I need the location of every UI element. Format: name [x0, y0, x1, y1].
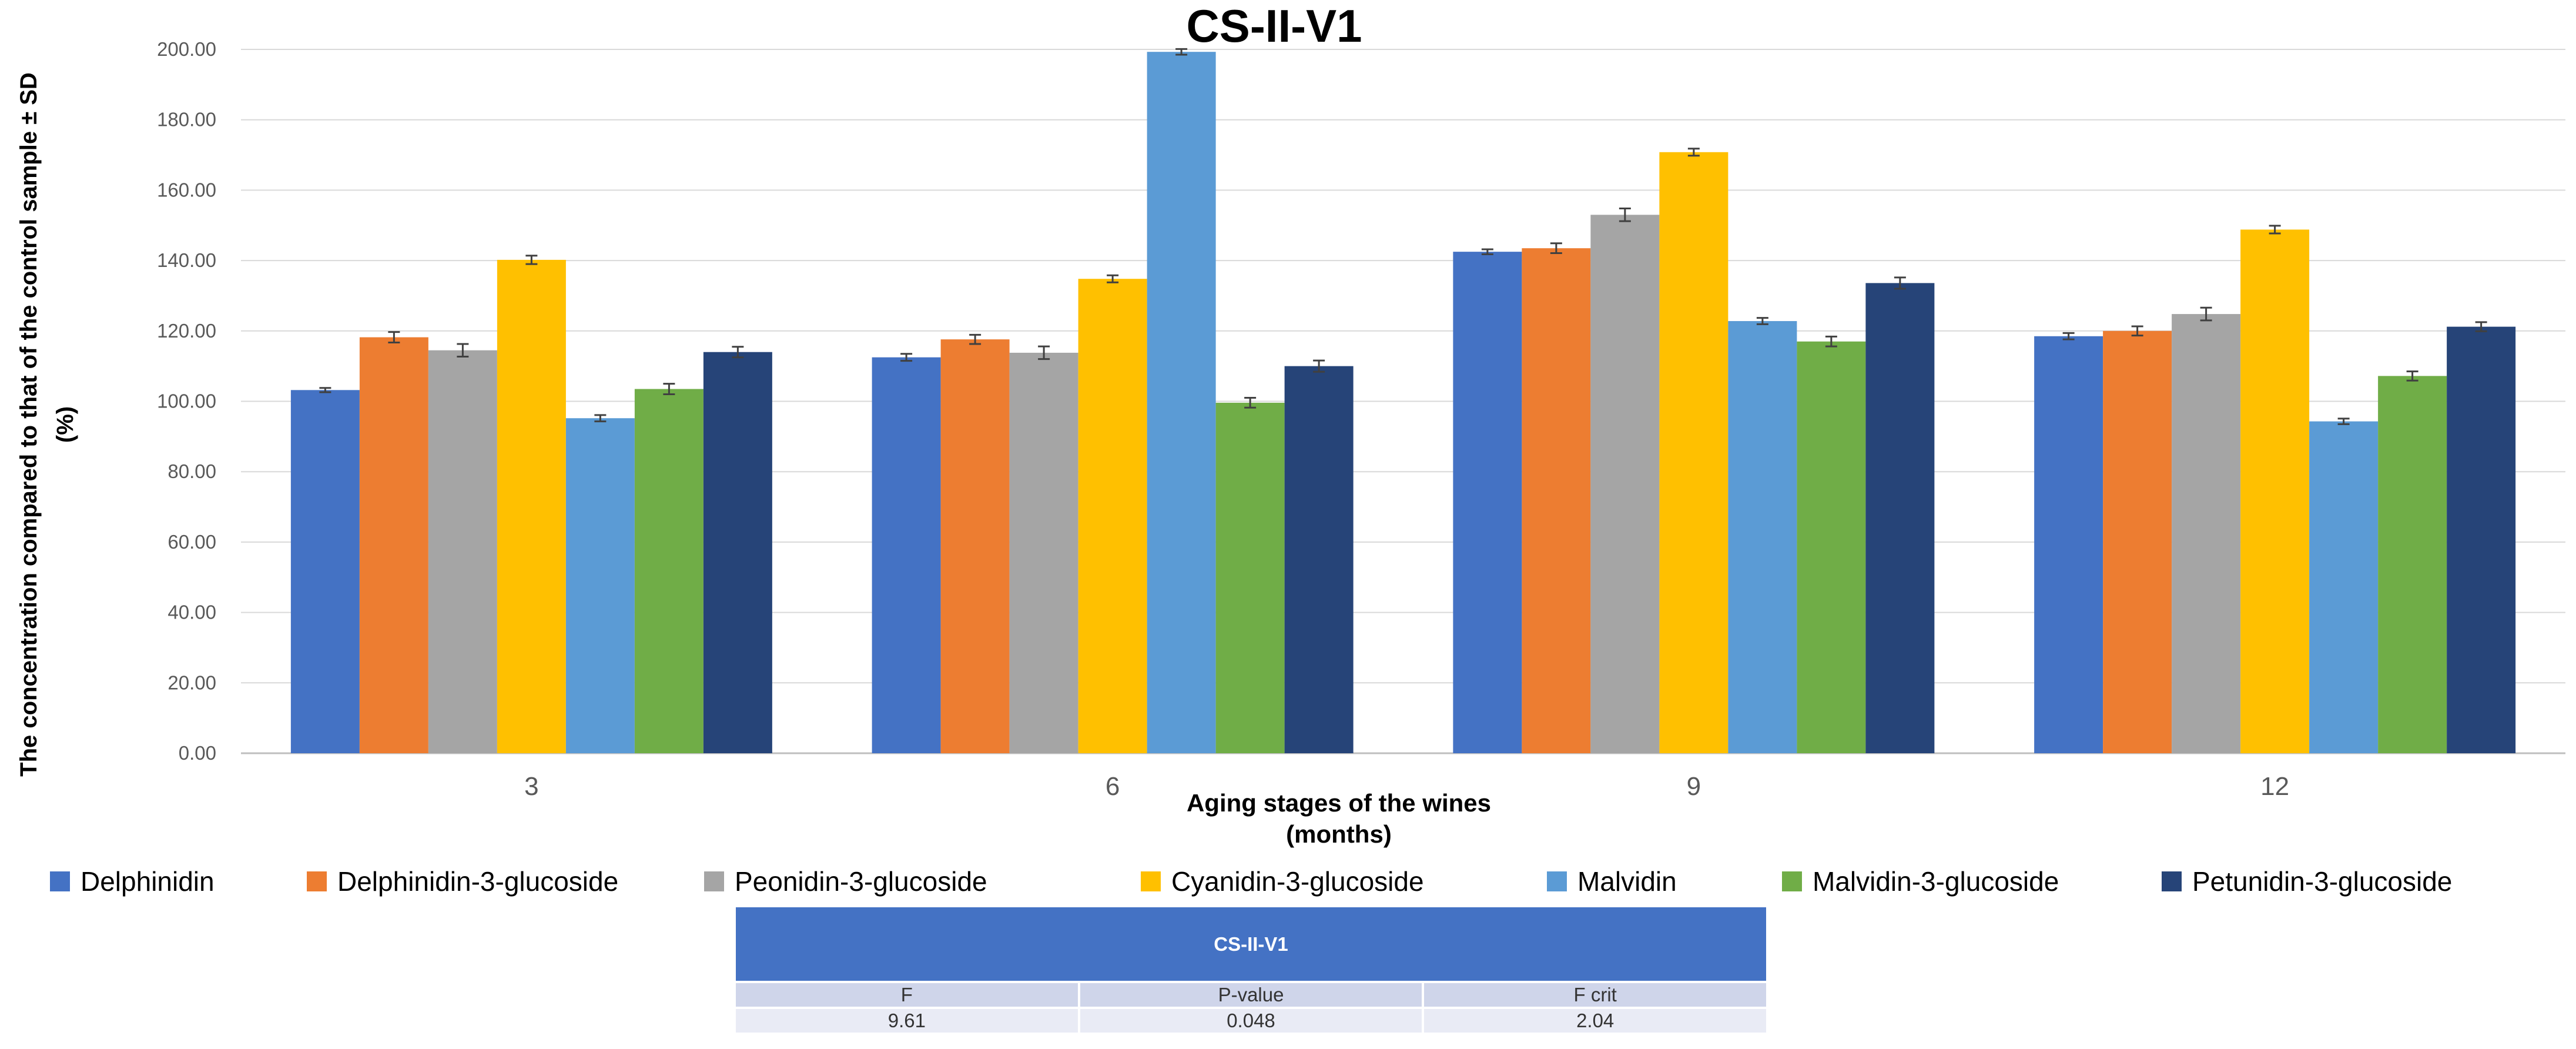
bar-delphinidin-3 [290, 390, 360, 753]
x-tick-label: 6 [1106, 772, 1120, 801]
y-axis-label: The concentration compared to that of th… [16, 72, 42, 777]
legend-label: Malvidin [1577, 866, 1677, 897]
legend-label: Malvidin-3-glucoside [1813, 866, 2059, 897]
legend-label: Peonidin-3-glucoside [735, 866, 987, 897]
bar-delphinidin-3-glucoside-12 [2103, 330, 2172, 753]
bar-malvidin-3-glucoside-3 [634, 389, 704, 753]
legend-swatch [704, 871, 724, 891]
bar-malvidin-3-glucoside-9 [1797, 341, 1866, 753]
legend-swatch [50, 871, 70, 891]
y-tick-label: 140.00 [157, 249, 216, 271]
y-tick-label: 180.00 [157, 109, 216, 131]
anova-value-p-value: 0.048 [1080, 1009, 1422, 1033]
x-axis-ticks: 3 6 9 12 [524, 772, 2289, 801]
anova-value-f: 9.61 [736, 1009, 1078, 1033]
anova-header-f-crit: F crit [1424, 983, 1767, 1007]
bar-petunidin-3-glucoside-6 [1284, 366, 1354, 753]
bar-petunidin-3-glucoside-9 [1865, 283, 1935, 753]
legend-label: Delphinidin [81, 866, 215, 897]
x-tick-label: 12 [2260, 772, 2289, 801]
anova-table: CS-II-V1 F P-value F crit 9.61 0.048 2.0… [736, 907, 1767, 1033]
bar-peonidin-3-glucoside-3 [428, 350, 497, 753]
y-tick-label: 100.00 [157, 390, 216, 412]
chart-title: CS-II-V1 [1186, 0, 1362, 52]
y-tick-label: 120.00 [157, 320, 216, 342]
y-tick-label: 0.00 [179, 742, 216, 764]
bar-petunidin-3-glucoside-12 [2447, 326, 2516, 753]
y-tick-label: 80.00 [168, 460, 216, 482]
bar-cyanidin-3-glucoside-6 [1078, 279, 1147, 753]
legend-swatch [2162, 871, 2182, 891]
x-axis-label: Aging stages of the wines [1187, 789, 1491, 817]
bar-delphinidin-3-glucoside-9 [1522, 248, 1591, 754]
y-tick-label: 160.00 [157, 179, 216, 201]
x-axis-label-unit: (months) [1286, 820, 1392, 848]
bar-peonidin-3-glucoside-12 [2172, 314, 2241, 753]
anova-table-title: CS-II-V1 [736, 907, 1766, 981]
bar-malvidin-3-glucoside-12 [2378, 376, 2447, 753]
y-tick-label: 40.00 [168, 602, 216, 623]
x-tick-label: 9 [1687, 772, 1701, 801]
anova-table-value-row: 9.61 0.048 2.04 [736, 1009, 1767, 1033]
bar-delphinidin-12 [2034, 336, 2103, 753]
bar-delphinidin-6 [872, 357, 941, 753]
bar-delphinidin-3-glucoside-3 [359, 337, 428, 753]
bar-petunidin-3-glucoside-3 [703, 352, 772, 753]
y-axis-ticks: 0.00 20.00 40.00 60.00 80.00 100.00 120.00 140.… [157, 38, 216, 764]
bar-cyanidin-3-glucoside-9 [1659, 152, 1729, 754]
anova-table-header-row: F P-value F crit [736, 983, 1767, 1007]
y-tick-label: 60.00 [168, 531, 216, 553]
legend-swatch [1141, 871, 1161, 891]
bar-malvidin-12 [2309, 421, 2379, 753]
y-axis-label-unit: (%) [52, 406, 78, 443]
legend-swatch [307, 871, 327, 891]
bar-malvidin-6 [1147, 52, 1216, 754]
bar-malvidin-3 [565, 418, 635, 753]
legend-label: Delphinidin-3-glucoside [337, 866, 618, 897]
bar-malvidin-9 [1728, 321, 1797, 753]
bars [290, 48, 2516, 754]
bar-cyanidin-3-glucoside-12 [2240, 229, 2310, 753]
y-tick-label: 200.00 [157, 38, 216, 60]
bar-delphinidin-9 [1453, 252, 1522, 753]
bar-malvidin-3-glucoside-6 [1215, 402, 1285, 753]
anova-header-p-value: P-value [1080, 983, 1422, 1007]
legend-label: Cyanidin-3-glucoside [1171, 866, 1424, 897]
legend-label: Petunidin-3-glucoside [2192, 866, 2452, 897]
anova-value-f-crit: 2.04 [1424, 1009, 1767, 1033]
x-tick-label: 3 [524, 772, 538, 801]
legend: Delphinidin Delphinidin-3-glucoside Peonid… [50, 866, 2452, 897]
bar-cyanidin-3-glucoside-3 [497, 259, 566, 753]
legend-swatch [1782, 871, 1802, 891]
y-tick-label: 20.00 [168, 672, 216, 693]
anova-header-f: F [736, 983, 1078, 1007]
legend-swatch [1547, 871, 1567, 891]
bar-peonidin-3-glucoside-6 [1009, 352, 1078, 753]
bar-delphinidin-3-glucoside-6 [940, 339, 1010, 753]
bar-peonidin-3-glucoside-9 [1590, 215, 1660, 753]
